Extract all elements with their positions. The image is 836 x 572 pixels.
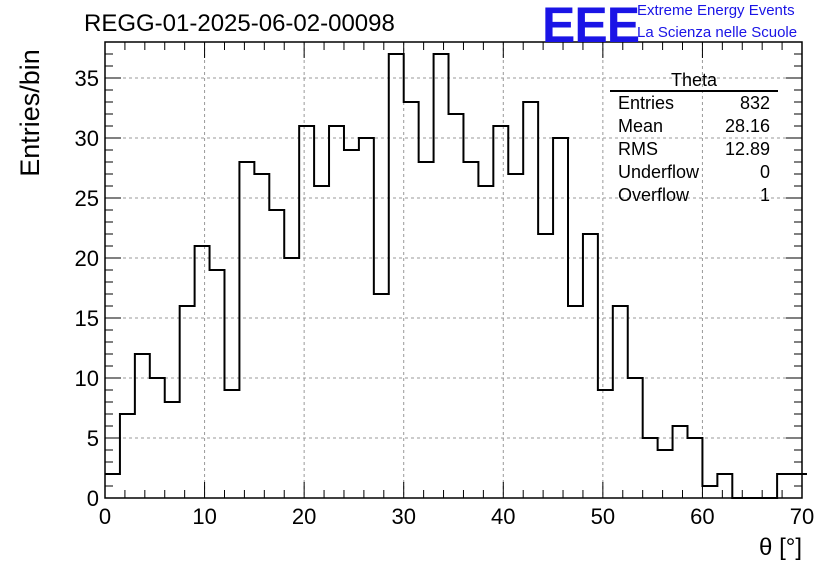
- grid-lines: [105, 42, 802, 498]
- stats-value: 832: [739, 93, 770, 113]
- y-tick-label: 5: [87, 426, 99, 451]
- y-tick-label: 10: [75, 366, 99, 391]
- y-tick-label: 20: [75, 246, 99, 271]
- stats-row-entries: Entries 832: [610, 92, 778, 115]
- x-axis-label: θ [°]: [759, 534, 802, 561]
- stats-value: 1: [759, 185, 770, 205]
- stats-title: Theta: [610, 70, 778, 92]
- x-tick-label: 10: [192, 504, 216, 529]
- stats-row-mean: Mean 28.16: [610, 115, 778, 138]
- x-tick-label: 40: [491, 504, 515, 529]
- logo-line-1: Extreme Energy Events: [637, 2, 795, 19]
- y-tick-label: 30: [75, 126, 99, 151]
- x-tick-label: 20: [292, 504, 316, 529]
- x-tick-label: 60: [690, 504, 714, 529]
- eee-logo: EEE: [542, 0, 640, 53]
- y-axis-label: Entries/bin: [15, 49, 45, 177]
- y-tick-label: 35: [75, 66, 99, 91]
- stats-row-rms: RMS 12.89: [610, 138, 778, 161]
- y-tick-label: 15: [75, 306, 99, 331]
- x-tick-label: 30: [391, 504, 415, 529]
- logo-line-2: La Scienza nelle Scuole: [637, 24, 798, 41]
- stats-label: Overflow: [618, 185, 690, 205]
- stats-label: Mean: [618, 116, 664, 136]
- x-tick-label: 50: [591, 504, 615, 529]
- x-tick-label: 0: [99, 504, 111, 529]
- stats-row-overflow: Overflow 1: [610, 184, 778, 207]
- stats-value: 12.89: [724, 139, 770, 159]
- stats-row-underflow: Underflow 0: [610, 161, 778, 184]
- stats-box: Theta Entries 832 Mean 28.16 RMS 12.89 U…: [610, 70, 778, 207]
- axis-ticks: [104, 41, 803, 499]
- chart-title: REGG-01-2025-06-02-00098: [84, 10, 395, 37]
- y-tick-label: 25: [75, 186, 99, 211]
- stats-value: 28.16: [724, 116, 770, 136]
- histogram-line: [105, 53, 807, 499]
- x-tick-label: 70: [790, 504, 814, 529]
- y-tick-label: 0: [87, 486, 99, 511]
- stats-label: Entries: [618, 93, 675, 113]
- stats-value: 0: [759, 162, 770, 182]
- stats-label: Underflow: [618, 162, 700, 182]
- stats-label: RMS: [618, 139, 658, 159]
